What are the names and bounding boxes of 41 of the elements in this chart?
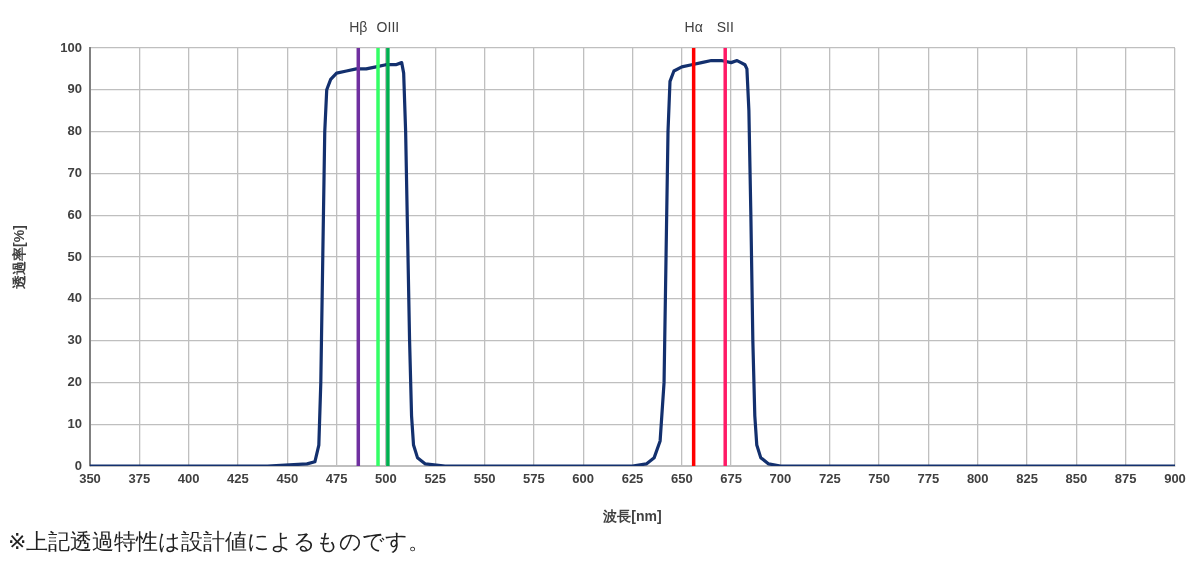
x-tick-label: 775 (917, 471, 940, 487)
x-tick-label: 400 (177, 471, 200, 487)
x-tick-label: 600 (572, 471, 595, 487)
text: ※上記透過特性は設計値によるものです。 (8, 528, 431, 556)
ref-line-label: OIII (376, 18, 400, 35)
y-tick-label: 60 (67, 206, 82, 222)
y-axis-title: 透過率[%] (11, 225, 28, 290)
x-tick-label: 525 (424, 471, 447, 487)
x-tick-label: 425 (227, 471, 249, 487)
x-tick-label: 800 (966, 471, 989, 487)
x-tick-label: 575 (523, 471, 545, 487)
x-tick-label: 850 (1065, 471, 1088, 487)
x-tick-label: 650 (670, 471, 693, 487)
y-tick-label: 80 (67, 123, 82, 139)
y-tick-label: 40 (67, 290, 82, 306)
ref-line-label: SII (716, 18, 734, 35)
y-tick-label: 50 (67, 248, 82, 264)
x-tick-label: 700 (769, 471, 792, 487)
x-tick-label: 500 (375, 471, 397, 487)
y-tick-label: 30 (67, 332, 82, 348)
x-tick-label: 550 (473, 471, 496, 487)
x-tick-label: 825 (1016, 471, 1038, 487)
y-tick-label: 10 (67, 415, 82, 431)
y-tick-label: 20 (67, 373, 82, 389)
x-tick-label: 900 (1164, 471, 1186, 487)
x-tick-label: 350 (79, 471, 101, 487)
x-tick-label: 625 (621, 471, 644, 487)
y-tick-label: 70 (67, 164, 82, 180)
x-tick-label: 375 (128, 471, 151, 487)
y-tick-label: 90 (67, 81, 82, 97)
x-tick-label: 725 (818, 471, 841, 487)
y-tick-label: 0 (74, 457, 82, 473)
x-tick-label: 750 (868, 471, 890, 487)
x-tick-label: 475 (325, 471, 348, 487)
x-axis-title: 波長[nm] (602, 508, 662, 525)
x-tick-label: 675 (720, 471, 742, 487)
y-tick-label: 100 (60, 39, 82, 55)
ref-line-label: Hα (684, 18, 703, 35)
x-tick-label: 450 (276, 471, 299, 487)
ref-line-label: Hβ (349, 18, 368, 35)
x-tick-label: 875 (1114, 471, 1137, 487)
